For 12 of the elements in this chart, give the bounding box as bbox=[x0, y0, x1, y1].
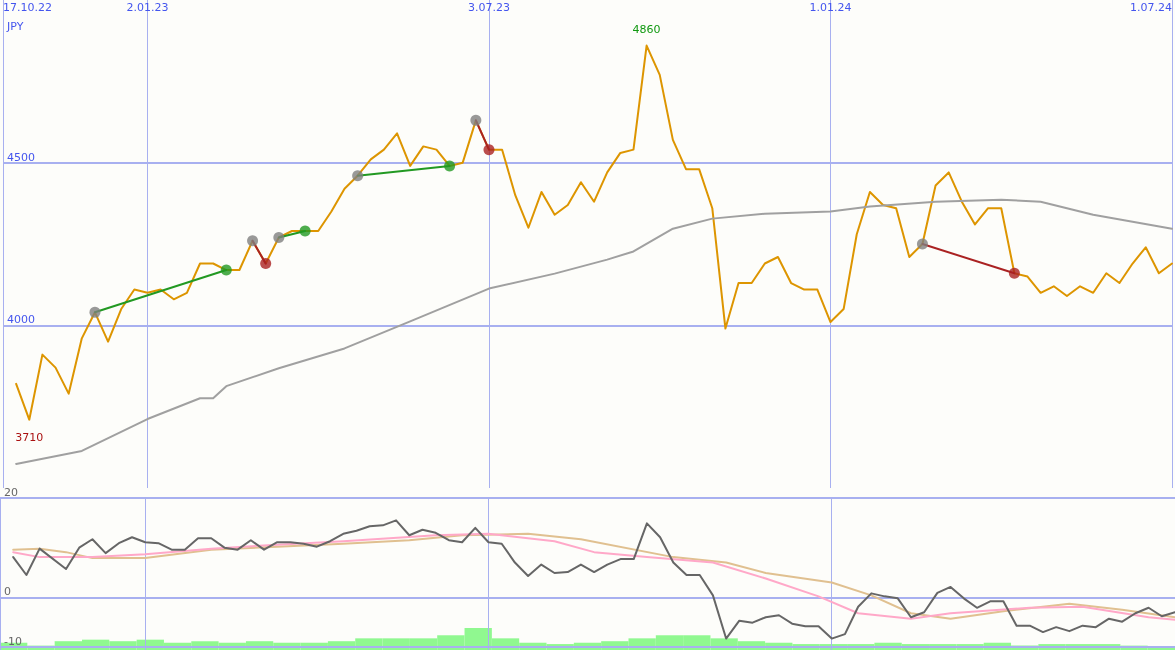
y-tick-label: 4500 bbox=[7, 150, 35, 164]
y-tick-label: 0 bbox=[4, 585, 11, 599]
x-tick-label: 17.10.22 bbox=[3, 1, 52, 14]
x-tick-label: 1.01.24 bbox=[809, 1, 852, 14]
x-tick-label: 3.07.23 bbox=[467, 1, 510, 14]
annotation: 4860 bbox=[632, 22, 661, 36]
x-tick-label: 2.01.23 bbox=[126, 1, 169, 14]
y-tick-label: 4000 bbox=[7, 313, 35, 327]
y-tick-label: 20 bbox=[4, 486, 18, 499]
annotation: 3710 bbox=[15, 430, 44, 444]
y-axis-title: JPY bbox=[6, 20, 24, 33]
x-tick-label: 1.07.24 bbox=[1130, 1, 1172, 14]
